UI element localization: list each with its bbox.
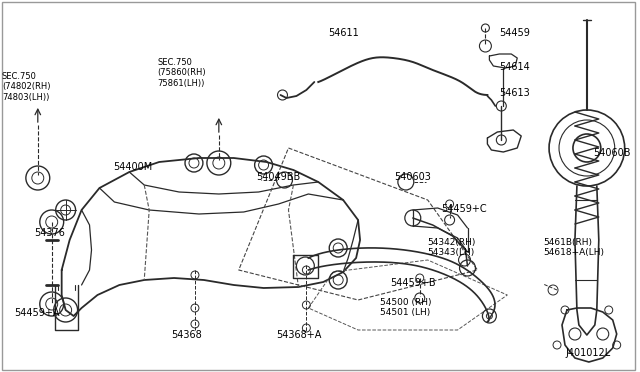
Text: 54613: 54613 [499,88,530,98]
Text: 54342(RH)
54343(LH): 54342(RH) 54343(LH) [428,238,476,257]
Text: 54368: 54368 [171,330,202,340]
Text: 54459: 54459 [499,28,530,38]
Text: 54459+C: 54459+C [442,204,487,214]
Text: 54611: 54611 [328,28,359,38]
Text: 5461B(RH)
54618+A(LH): 5461B(RH) 54618+A(LH) [543,238,604,257]
Text: SEC.750
(74802(RH)
74803(LH)): SEC.750 (74802(RH) 74803(LH)) [2,72,51,102]
Text: 54060B: 54060B [593,148,630,158]
Text: 54459+A: 54459+A [14,308,60,318]
Text: 540603: 540603 [394,172,431,182]
Text: 54376: 54376 [34,228,65,238]
Text: 54368+A: 54368+A [276,330,322,340]
Text: 54049BB: 54049BB [257,172,301,182]
Text: J401012L: J401012L [565,348,610,358]
Text: 54459+B: 54459+B [390,278,436,288]
Text: 54400M: 54400M [113,162,153,172]
Text: 54500 (RH)
54501 (LH): 54500 (RH) 54501 (LH) [380,298,431,317]
Text: 54614: 54614 [499,62,530,72]
Text: SEC.750
(75860(RH)
75861(LH)): SEC.750 (75860(RH) 75861(LH)) [157,58,206,88]
